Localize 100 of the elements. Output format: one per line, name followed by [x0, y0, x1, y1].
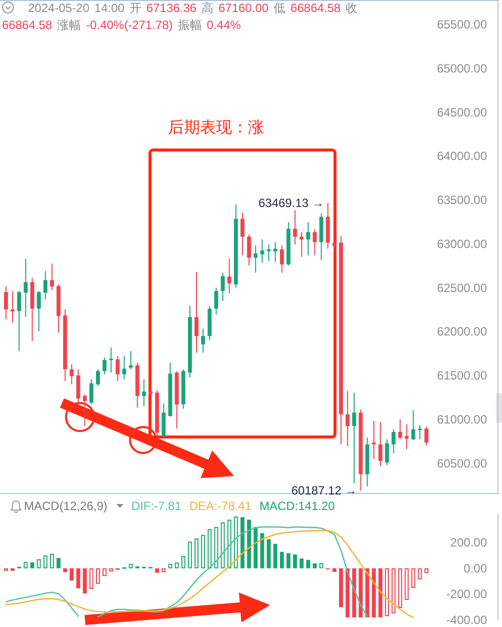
series-label: MACD:141.20	[259, 499, 336, 513]
candlestick	[70, 364, 74, 385]
candlestick	[404, 424, 409, 450]
bar	[385, 568, 389, 616]
y-tick-label: 61500.00	[436, 368, 488, 383]
bar	[240, 517, 244, 568]
bar	[398, 568, 402, 608]
candlestick	[306, 222, 310, 256]
y-tick-label: 65500.00	[436, 18, 488, 32]
candlestick	[102, 357, 106, 375]
bar	[201, 534, 206, 568]
candlestick	[418, 424, 422, 440]
bar	[109, 568, 114, 572]
bar	[273, 544, 278, 568]
y-tick-label: 63500.00	[436, 193, 488, 208]
bar	[24, 562, 28, 568]
y-tick-label: -200.00	[446, 587, 488, 602]
bar	[82, 568, 87, 594]
bar	[346, 568, 350, 618]
y-tick-label: 60500.00	[436, 456, 488, 470]
annotation: 63469.13 →	[258, 196, 324, 210]
bar	[174, 562, 179, 568]
candlestick	[260, 238, 264, 264]
annotation: 后期表现：涨	[168, 118, 264, 136]
bar	[4, 568, 8, 571]
text: DEA:-78.41	[189, 499, 252, 513]
bar	[63, 568, 68, 572]
bar	[128, 564, 133, 568]
candlestick	[82, 394, 87, 426]
bar	[378, 568, 382, 618]
y-tick-label: 65000.00	[436, 61, 488, 76]
bar	[234, 516, 238, 568]
y-tick-label: 64500.00	[436, 105, 488, 120]
candlestick	[50, 263, 54, 291]
bar	[214, 526, 218, 568]
y-tick-label: 62500.00	[436, 280, 488, 295]
y-tick-label: 61000.00	[436, 412, 488, 426]
bar	[293, 554, 297, 568]
bar	[306, 560, 310, 568]
bar	[36, 559, 41, 568]
bar	[162, 568, 166, 572]
bar	[10, 568, 15, 571]
bar	[339, 568, 343, 608]
candlestick	[372, 420, 376, 460]
chart-title: 2024-05-20 14:00 开 67136.36 高 67160.00 低 66864.58 收 66864.58 涨幅 -0.40%(-271.78) 振幅 0.44%	[2, 1, 358, 32]
bar	[247, 520, 252, 568]
candlestick	[4, 286, 8, 320]
bar	[260, 533, 264, 568]
bar	[392, 568, 396, 614]
candlestick	[10, 290, 15, 324]
bar	[418, 568, 422, 580]
candlestick	[332, 240, 336, 252]
bar	[300, 558, 304, 568]
bar	[102, 568, 106, 576]
candlestick	[43, 270, 48, 300]
candlestick	[392, 428, 396, 454]
y-tick-label: -400.00	[446, 613, 488, 627]
bar	[227, 520, 232, 568]
bar	[43, 555, 48, 568]
candlestick	[352, 392, 356, 484]
candlestick	[293, 210, 297, 245]
candlestick	[254, 244, 258, 274]
bar	[70, 568, 74, 581]
bar	[319, 563, 324, 568]
bar	[155, 568, 160, 573]
candlestick	[36, 290, 41, 332]
bar	[372, 568, 376, 618]
bar	[194, 538, 198, 568]
candlestick	[378, 422, 382, 467]
bar	[404, 568, 409, 600]
candlestick	[89, 378, 94, 405]
candlestick	[142, 378, 146, 406]
candlestick	[227, 258, 232, 294]
candlestick	[385, 438, 389, 466]
bar	[50, 554, 54, 568]
y-tick-label: 62000.00	[436, 324, 488, 339]
candlestick	[240, 212, 244, 256]
bar	[168, 564, 172, 568]
y-tick-label: 63000.00	[436, 236, 488, 251]
candlestick	[346, 390, 350, 447]
candlestick	[214, 287, 218, 315]
candlestick	[247, 234, 252, 266]
candlestick	[300, 232, 304, 258]
candlestick	[424, 426, 428, 446]
bar	[266, 539, 271, 568]
candlestick	[280, 244, 284, 274]
candlestick	[162, 402, 166, 438]
bar	[352, 568, 356, 618]
bar	[89, 568, 94, 589]
candlestick	[398, 418, 402, 440]
candlestick	[273, 242, 278, 263]
bar	[365, 568, 370, 618]
candlestick	[201, 328, 206, 354]
bar	[424, 568, 428, 574]
bar	[254, 526, 258, 568]
candlestick	[24, 258, 28, 318]
candlestick	[122, 356, 126, 380]
candlestick	[116, 356, 120, 382]
bar	[220, 522, 225, 568]
y-tick-label: 0.00	[464, 561, 488, 576]
